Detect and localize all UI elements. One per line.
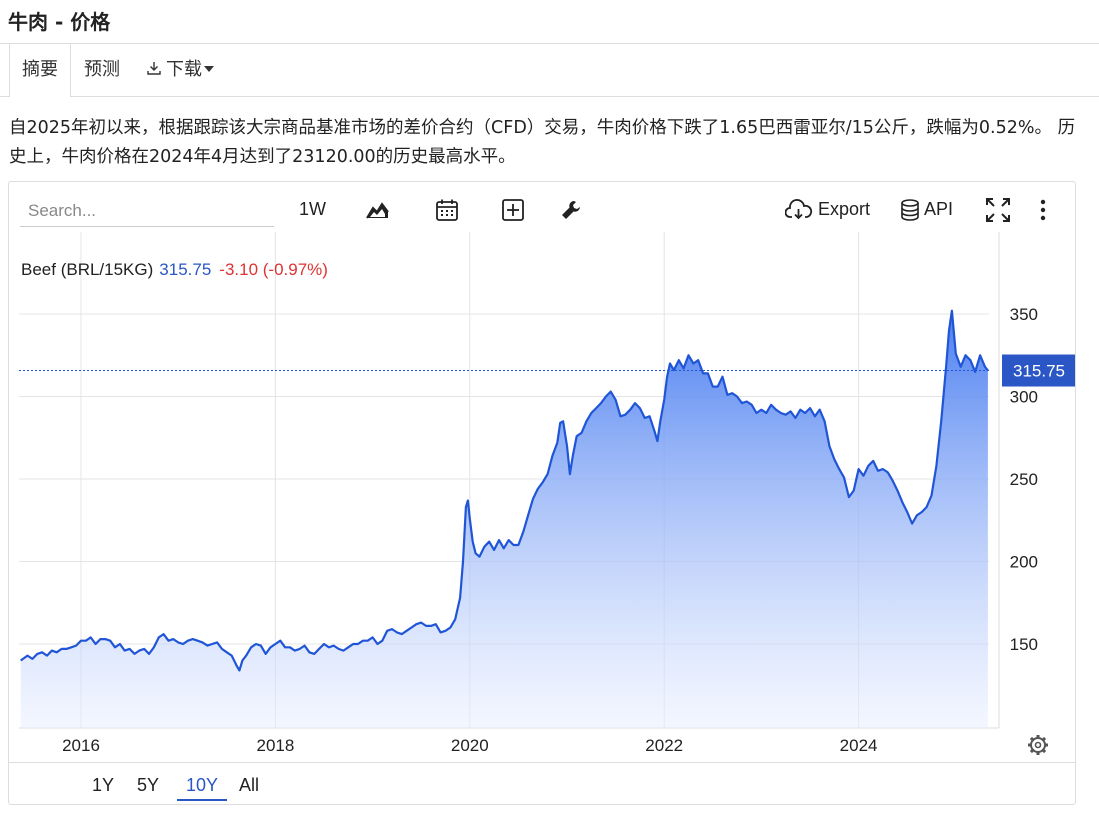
price-tag: [1002, 354, 1075, 387]
series-header: Beef (BRL/15KG) 315.75 -3.10 (-0.97%): [21, 260, 328, 280]
summary-paragraph: 自2025年初以来，根据跟踪该大宗商品基准市场的差价合约（CFD）交易，牛肉价格…: [9, 118, 1076, 167]
price-tag-label: 315.75: [1013, 362, 1065, 381]
api-button[interactable]: API: [900, 194, 953, 224]
fullscreen-button[interactable]: [985, 194, 1011, 224]
calendar-button[interactable]: [435, 194, 459, 224]
calendar-icon: [436, 199, 458, 222]
series-change: -3.10 (-0.97%): [219, 260, 328, 279]
download-label: 下载: [166, 59, 202, 80]
x-tick-label: 2022: [645, 736, 683, 755]
x-tick-label: 2020: [451, 736, 489, 755]
series-name: Beef (BRL/15KG): [21, 260, 154, 279]
fullscreen-icon: [986, 198, 1010, 223]
more-options-button[interactable]: [1035, 194, 1051, 224]
tab-summary[interactable]: 摘要: [9, 44, 71, 97]
series-line: [20, 309, 989, 672]
x-tick-label: 2016: [62, 736, 100, 755]
search-input[interactable]: [20, 195, 274, 227]
export-label: Export: [818, 199, 871, 219]
area-chart-icon: [366, 202, 389, 219]
download-icon: [147, 62, 161, 75]
y-tick-label: 350: [1010, 305, 1038, 324]
y-tick-label: 250: [1010, 470, 1038, 489]
x-tick-label: 2024: [840, 736, 878, 755]
y-tick-label: 300: [1010, 388, 1038, 407]
interval-button[interactable]: 1W: [299, 199, 326, 219]
database-icon: [901, 199, 919, 222]
api-label: API: [924, 199, 954, 219]
wrench-icon: [562, 201, 580, 220]
chart-type-button[interactable]: [365, 194, 391, 224]
range-selector: 1Y 5Y 10Y All: [9, 762, 1075, 805]
gear-icon[interactable]: [1028, 735, 1048, 755]
plus-square-icon: [502, 199, 524, 222]
settings-tools-button[interactable]: [559, 194, 583, 224]
series-area: [20, 310, 988, 728]
range-1y[interactable]: 1Y: [91, 775, 115, 795]
range-all[interactable]: All: [238, 775, 259, 795]
price-chart[interactable]: 150 200 250 300 350 2016 2018 2020 2022 2024 315.7…: [9, 182, 1075, 762]
add-indicator-button[interactable]: [501, 194, 525, 224]
export-button[interactable]: Export: [784, 194, 871, 224]
range-5y[interactable]: 5Y: [136, 775, 160, 795]
more-vertical-icon: [1040, 200, 1046, 221]
cloud-download-icon: [784, 199, 813, 220]
chart-panel: 1W Export: [8, 181, 1076, 805]
tab-download[interactable]: 下载: [146, 44, 214, 96]
series-price: 315.75: [159, 260, 212, 279]
x-tick-label: 2018: [256, 736, 294, 755]
chevron-down-icon: [204, 66, 214, 72]
page-title: 牛肉 - 价格: [8, 10, 111, 34]
y-tick-label: 200: [1010, 553, 1038, 572]
tab-forecast[interactable]: 预测: [84, 59, 120, 80]
y-tick-label: 150: [1010, 635, 1038, 654]
tab-bar: 摘要 预测 下载: [0, 43, 1099, 97]
range-10y[interactable]: 10Y: [177, 771, 227, 801]
